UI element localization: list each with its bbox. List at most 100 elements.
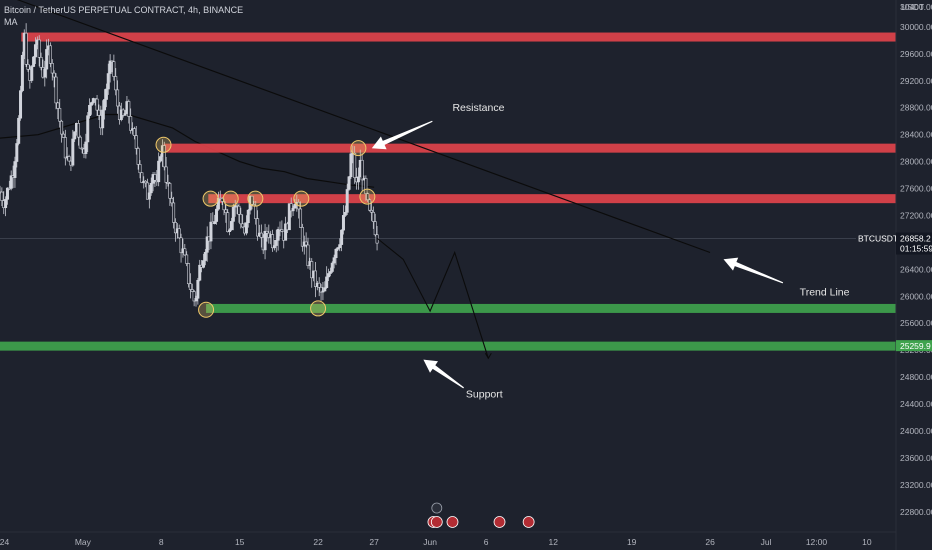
price-tick-label: 25600.00 [900,318,932,328]
support-band[interactable] [206,303,896,313]
candle-up [347,176,351,190]
touch-markers[interactable] [155,136,376,318]
candle-down [170,197,174,204]
candle-up [321,290,325,293]
candle-down [300,227,304,247]
candle-down [114,76,118,91]
candle-down [140,172,144,183]
support-band[interactable] [0,341,896,351]
touch-marker[interactable] [247,190,264,207]
touch-marker[interactable] [310,300,327,317]
price-tick-label: 30400.00 [900,2,932,12]
candle-up [196,279,200,299]
price-tick-label: 23600.00 [900,453,932,463]
touch-marker[interactable] [202,190,219,207]
drawings[interactable] [0,0,711,360]
candle-down [132,128,136,136]
support-price-tag: 25259.9 [900,341,931,351]
price-tick-label: 27200.00 [900,210,932,220]
trend-line[interactable] [0,0,711,254]
time-tick-label: 26 [705,537,715,547]
candle-down [271,234,275,249]
candle-up [20,54,24,91]
candle-down [310,261,314,279]
annotation-arrow[interactable] [723,257,784,284]
candle-up [15,143,19,162]
time-tick-label: 12:00 [806,537,828,547]
lightning-icon[interactable] [431,502,443,514]
annotation-label[interactable]: Support [466,388,503,400]
resistance-band[interactable] [163,143,896,153]
candle-up [327,273,331,278]
candle-down [364,178,368,194]
candle-down [78,136,82,149]
annotation-arrow[interactable] [371,120,433,150]
candle-down [306,244,310,266]
candle-up [205,236,209,253]
annotations[interactable]: Resistance Trend Line Support [371,102,850,400]
level-bands[interactable] [0,32,896,351]
economic-event-icon[interactable] [493,516,506,528]
touch-marker[interactable] [359,188,376,205]
candle-down [80,147,84,150]
candle-up [263,230,267,251]
candle-down [369,209,373,213]
candle-up [328,271,332,274]
annotation-label[interactable]: Resistance [452,102,504,114]
candle-down [134,135,138,149]
economic-event-icon[interactable] [430,516,443,528]
annotation-label[interactable]: Trend Line [800,287,850,299]
candle-up [17,117,21,144]
candle-down [52,72,56,78]
resistance-band[interactable] [208,194,896,204]
touch-marker[interactable] [155,136,172,153]
candle-down [129,116,133,131]
time-tick-label: 6 [484,537,489,547]
price-tick-label: 23200.00 [900,480,932,490]
support-price-tag-bg [896,340,932,352]
touch-marker[interactable] [222,190,239,207]
candle-up [198,264,202,281]
economic-event-icon[interactable] [522,516,535,528]
candle-up [13,161,17,178]
candle-up [231,206,235,222]
economic-event-icon[interactable] [446,516,459,528]
symbol-tag: BTCUSDT.P [858,234,906,244]
candle-up [73,131,77,140]
indicator-label[interactable]: MA [4,17,18,27]
symbol-title[interactable]: Bitcoin / TetherUS PERPETUAL CONTRACT, 4… [4,5,244,15]
candle-down [121,109,125,116]
candle-down [353,152,357,178]
time-tick-label: Jun [423,537,437,547]
candle-up [244,222,248,234]
candle-down [371,211,375,222]
annotation-arrow[interactable] [423,359,464,389]
time-axis[interactable]: 24 May 8 15 22 27 Jun 6 12 19 26 Jul 12:00 10 [0,531,896,547]
candle-down [317,282,321,288]
candle-down [162,145,166,168]
touch-marker[interactable] [350,140,367,157]
candle-up [149,183,153,194]
candle-down [224,209,228,213]
candle-up [323,287,327,292]
price-tick-label: 28000.00 [900,157,932,167]
symbol-tag-bg [856,232,896,244]
price-axis[interactable]: USDT 22800.00 23200.00 23600.00 24000.00 2440… [895,0,932,550]
candle-down [61,133,65,138]
projection-path[interactable] [377,238,489,359]
time-tick-label: Jul [761,537,772,547]
price-tick-label: 28400.00 [900,130,932,140]
touch-marker[interactable] [198,301,215,318]
event-icons[interactable] [427,502,535,528]
candle-up [4,199,8,209]
candle-down [190,289,194,292]
candle-down [50,63,54,74]
candle-up [194,298,198,302]
candle-up [43,68,47,78]
touch-marker[interactable] [293,190,310,207]
price-tick-label: 24400.00 [900,399,932,409]
last-price-tag: 26858.2 [900,234,931,244]
resistance-band[interactable] [21,32,896,42]
